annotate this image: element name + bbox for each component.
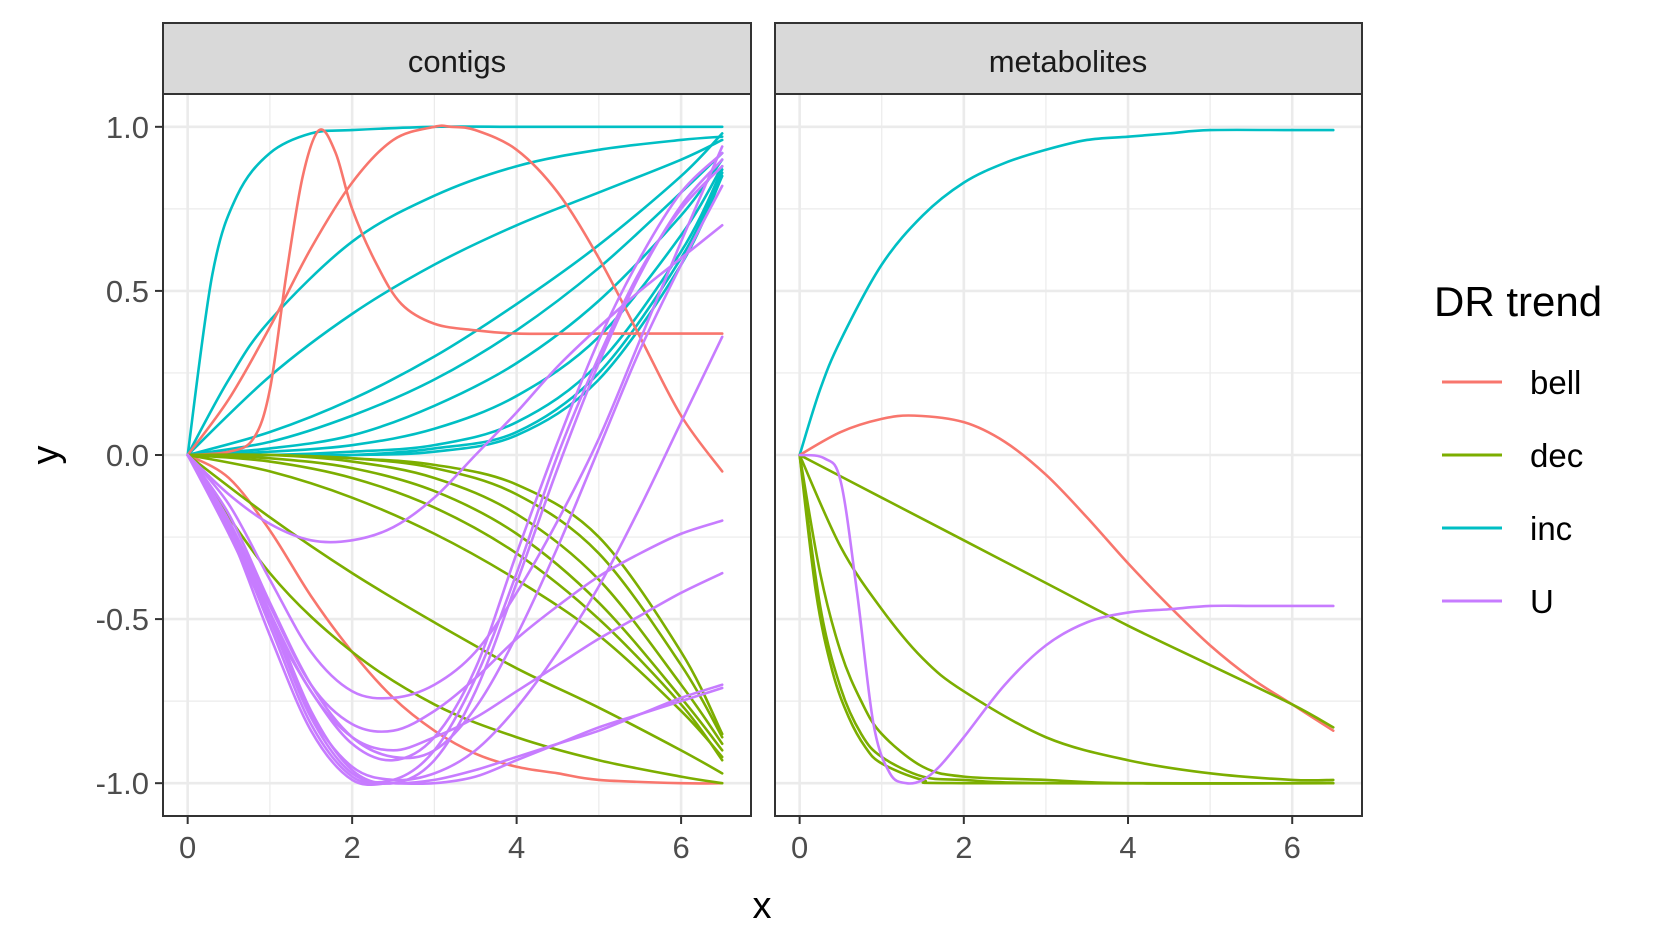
series-line-dec — [186, 453, 724, 736]
panel-contigs: contigs 0 2 4 6 — [162, 22, 752, 865]
panel-border — [774, 93, 1363, 817]
series-line-inc — [186, 151, 724, 457]
series-line-bell — [798, 414, 1335, 732]
legend-entries: bell dec inc U — [1442, 364, 1583, 620]
legend: DR trend bell dec inc U — [1434, 278, 1602, 620]
x-tick-label: 0 — [179, 830, 196, 865]
series-line-inc — [186, 164, 724, 457]
y-tick-label: -0.5 — [96, 602, 149, 637]
series-line-dec — [186, 453, 724, 759]
strip-title-metabolites: metabolites — [989, 44, 1148, 79]
legend-label-inc: inc — [1530, 510, 1572, 547]
legend-label-dec: dec — [1530, 437, 1583, 474]
series-line-U — [186, 453, 724, 733]
series-line-U — [186, 335, 724, 782]
y-axis: -1.0 -0.5 0.0 0.5 1.0 — [96, 110, 163, 801]
series-line-U — [186, 453, 724, 786]
strip-background — [162, 22, 752, 95]
x-axis: 0 2 4 6 — [791, 816, 1301, 865]
x-tick-label: 4 — [1119, 830, 1136, 865]
legend-label-bell: bell — [1530, 364, 1581, 401]
x-tick-label: 2 — [955, 830, 972, 865]
series-line-dec — [186, 453, 724, 752]
series-lines — [798, 128, 1335, 785]
x-tick-label: 2 — [344, 830, 361, 865]
strip-title-contigs: contigs — [408, 44, 506, 79]
series-line-U — [186, 145, 724, 700]
y-tick-label: -1.0 — [96, 766, 149, 801]
x-axis-title: x — [753, 885, 772, 927]
series-line-U — [186, 184, 724, 760]
series-line-bell — [186, 124, 724, 473]
series-line-bell — [186, 453, 724, 785]
series-line-dec — [798, 453, 1335, 785]
series-line-dec — [798, 453, 1335, 729]
x-tick-label: 0 — [791, 830, 808, 865]
series-line-inc — [186, 138, 724, 457]
legend-label-U: U — [1530, 583, 1554, 620]
series-line-dec — [186, 453, 724, 762]
series-line-dec — [186, 453, 724, 785]
series-line-inc — [186, 125, 724, 457]
series-line-inc — [186, 135, 724, 457]
series-lines — [186, 124, 724, 786]
series-line-U — [186, 453, 724, 752]
series-line-dec — [186, 453, 724, 775]
panel-metabolites: metabolites 0 2 4 6 — [774, 22, 1363, 865]
series-line-inc — [798, 128, 1335, 457]
x-tick-label: 4 — [508, 830, 525, 865]
y-tick-label: 1.0 — [106, 110, 149, 145]
grid-lines — [775, 94, 1362, 816]
x-axis: 0 2 4 6 — [179, 816, 690, 865]
series-line-U — [798, 453, 1335, 785]
y-tick-label: 0.0 — [106, 438, 149, 473]
legend-title: DR trend — [1434, 278, 1602, 325]
x-tick-label: 6 — [672, 830, 689, 865]
series-line-bell — [186, 128, 724, 457]
y-tick-label: 0.5 — [106, 274, 149, 309]
x-tick-label: 6 — [1284, 830, 1301, 865]
y-axis-title: y — [25, 446, 67, 465]
series-line-inc — [186, 158, 724, 457]
series-line-U — [186, 223, 724, 544]
